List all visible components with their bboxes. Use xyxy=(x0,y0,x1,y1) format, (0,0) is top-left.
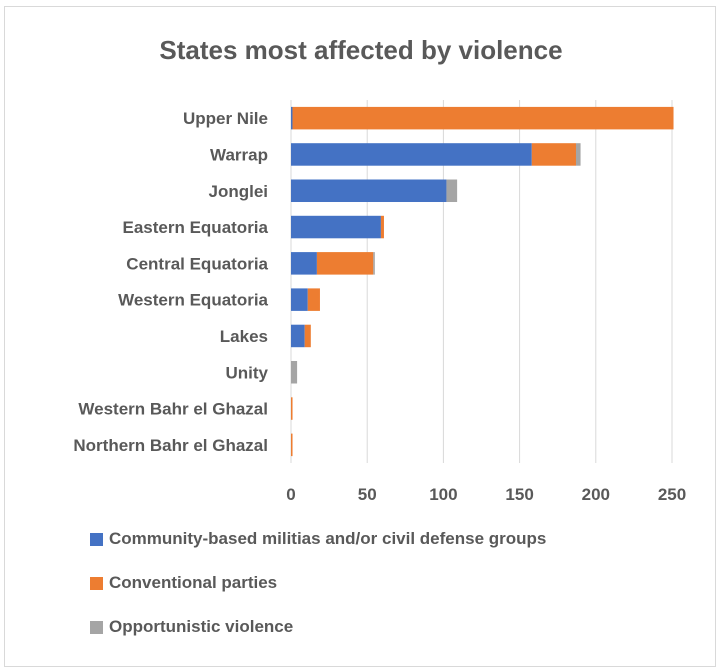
bar-segment xyxy=(373,252,375,275)
category-label: Warrap xyxy=(210,145,268,164)
legend: Community-based militias and/or civil de… xyxy=(90,528,546,660)
category-label: Northern Bahr el Ghazal xyxy=(73,436,268,455)
x-tick-label: 100 xyxy=(429,485,457,504)
bar-segment xyxy=(316,252,374,275)
bar-segment xyxy=(446,179,458,203)
bar-segment xyxy=(307,288,320,311)
bar-segment xyxy=(531,143,576,166)
legend-swatch-opportunistic xyxy=(90,620,103,634)
bar-segment xyxy=(292,106,674,130)
category-label: Unity xyxy=(226,363,269,382)
x-tick-label: 200 xyxy=(582,485,610,504)
x-tick-label: 0 xyxy=(286,485,295,504)
chart-title: States most affected by violence xyxy=(159,35,563,65)
legend-item-conventional: Conventional parties xyxy=(90,572,546,594)
bar-segment xyxy=(380,215,384,239)
bar-segment xyxy=(291,397,293,420)
category-label: Upper Nile xyxy=(183,109,268,128)
bar-segment xyxy=(304,324,311,348)
bar-segment xyxy=(291,106,293,130)
legend-swatch-militias xyxy=(90,532,103,546)
category-label: Central Equatoria xyxy=(126,254,268,273)
category-label: Western Equatoria xyxy=(118,291,268,310)
category-label: Jonglei xyxy=(208,182,268,201)
legend-label-opportunistic: Opportunistic violence xyxy=(109,617,294,636)
bar-segment xyxy=(291,360,298,384)
bar-segment xyxy=(291,143,532,166)
legend-label-conventional: Conventional parties xyxy=(109,573,278,592)
x-tick-label: 150 xyxy=(505,485,533,504)
legend-label-militias: Community-based militias and/or civil de… xyxy=(109,529,547,548)
legend-swatch-conventional xyxy=(90,576,103,590)
bar-segment xyxy=(291,433,293,457)
category-label: Western Bahr el Ghazal xyxy=(78,400,268,419)
bar-segment xyxy=(291,252,317,275)
bar-segment xyxy=(575,143,581,166)
legend-item-militias: Community-based militias and/or civil de… xyxy=(90,528,546,550)
category-label: Eastern Equatoria xyxy=(123,218,269,237)
x-tick-label: 250 xyxy=(658,485,686,504)
legend-item-opportunistic: Opportunistic violence xyxy=(90,616,546,638)
bar-segment xyxy=(291,288,308,311)
bar-segment xyxy=(291,215,381,239)
x-tick-label: 50 xyxy=(358,485,377,504)
category-label: Lakes xyxy=(220,327,268,346)
bar-segment xyxy=(291,179,447,203)
bar-segment xyxy=(291,324,305,348)
